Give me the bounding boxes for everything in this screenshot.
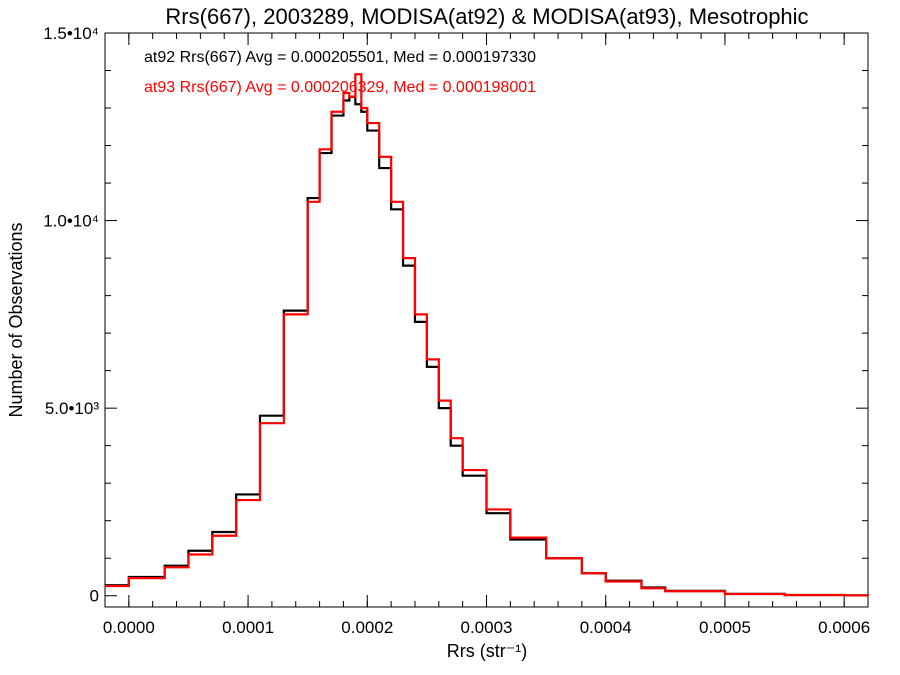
x-axis-ticks: 0.0000 0.0001 0.0002 0.0003 0.0004 0.0005 0.00… (103, 33, 870, 637)
y-tick-label: 1.0•10⁴ (43, 212, 99, 231)
x-tick-label: 0.0002 (341, 618, 393, 637)
y-tick-label: 5.0•10³ (45, 399, 99, 418)
y-tick-label: 1.5•10⁴ (43, 24, 99, 43)
legend-at93-stats: at93 Rrs(667) Avg = 0.000206329, Med = 0… (144, 79, 536, 96)
series-at93-line (105, 73, 870, 597)
series-layer (105, 73, 870, 597)
x-tick-label: 0.0001 (222, 618, 274, 637)
chart-title: Rrs(667), 2003289, MODISA(at92) & MODISA… (165, 4, 808, 29)
y-axis-label: Number of Observations (6, 222, 26, 417)
x-axis-label: Rrs (str⁻¹) (447, 641, 527, 661)
x-tick-label: 0.0005 (699, 618, 751, 637)
x-tick-label: 0.0003 (461, 618, 513, 637)
x-tick-label: 0.0006 (818, 618, 870, 637)
x-tick-label: 0.0004 (580, 618, 632, 637)
series-at92-line (105, 95, 870, 597)
y-axis-ticks: 0 5.0•10³ 1.0•10⁴ 1.5•10⁴ (43, 24, 868, 606)
y-tick-label: 0 (90, 587, 99, 606)
plot-frame (104, 32, 869, 608)
x-tick-label: 0.0000 (103, 618, 155, 637)
legend-at92-stats: at92 Rrs(667) Avg = 0.000205501, Med = 0… (144, 49, 536, 66)
